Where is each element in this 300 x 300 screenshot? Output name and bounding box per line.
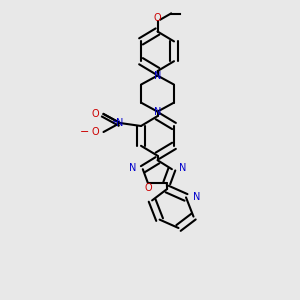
Text: N: N — [116, 118, 124, 128]
Text: −: − — [80, 127, 89, 137]
Text: N: N — [154, 106, 161, 117]
Text: +: + — [111, 118, 117, 124]
Text: O: O — [92, 109, 99, 119]
Text: N: N — [178, 163, 186, 173]
Text: N: N — [154, 70, 161, 81]
Text: N: N — [193, 192, 200, 203]
Text: O: O — [154, 13, 161, 23]
Text: N: N — [129, 163, 136, 173]
Text: O: O — [92, 127, 99, 137]
Text: O: O — [144, 183, 152, 194]
